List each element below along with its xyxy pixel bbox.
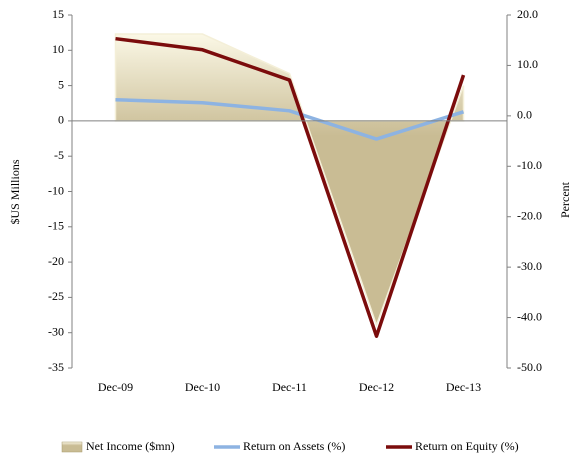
legend-label: Return on Equity (%) [415,439,519,453]
y-tick-label: -10 [48,183,64,197]
legend-label: Net Income ($mn) [86,439,175,453]
y2-tick-label: -10.0 [517,158,542,172]
y-axis-title: $US Millions [8,159,22,224]
legend-swatch [61,441,83,453]
y2-tick-label: -30.0 [517,259,542,273]
x-tick-label: Dec-11 [272,380,307,394]
y-tick-label: -25 [48,289,64,303]
y2-tick-label: -20.0 [517,208,542,222]
x-tick-label: Dec-13 [446,380,481,394]
area [114,33,465,328]
y2-tick-label: -40.0 [517,309,542,323]
x-tick-label: Dec-09 [98,380,133,394]
y2-tick-label: 10.0 [517,57,538,71]
y2-tick-label: 20.0 [517,7,538,21]
y-tick-label: 5 [58,77,64,91]
y2-tick-label: 0.0 [517,108,532,122]
y-tick-label: 0 [58,113,64,127]
line [115,97,465,141]
y-tick-label: -20 [48,254,64,268]
y-tick-label: -30 [48,324,64,338]
y-tick-label: 15 [52,7,64,21]
y-tick-label: -15 [48,219,64,233]
y2-tick-label: -50.0 [517,360,542,374]
y-tick-label: -35 [48,360,64,374]
y2-axis-title: Percent [558,181,572,218]
x-tick-label: Dec-10 [185,380,220,394]
y-tick-label: -5 [54,148,64,162]
y-tick-label: 10 [52,42,64,56]
legend-label: Return on Assets (%) [243,439,345,453]
line [115,36,466,338]
x-tick-label: Dec-12 [359,380,394,394]
